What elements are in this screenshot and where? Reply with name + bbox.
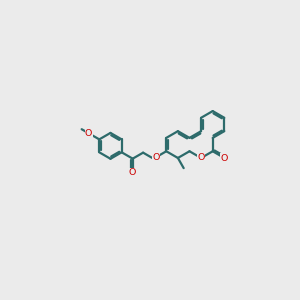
- Text: O: O: [85, 129, 92, 138]
- Text: O: O: [152, 153, 160, 162]
- Text: O: O: [197, 154, 205, 163]
- Text: O: O: [221, 154, 228, 163]
- Text: O: O: [129, 168, 136, 177]
